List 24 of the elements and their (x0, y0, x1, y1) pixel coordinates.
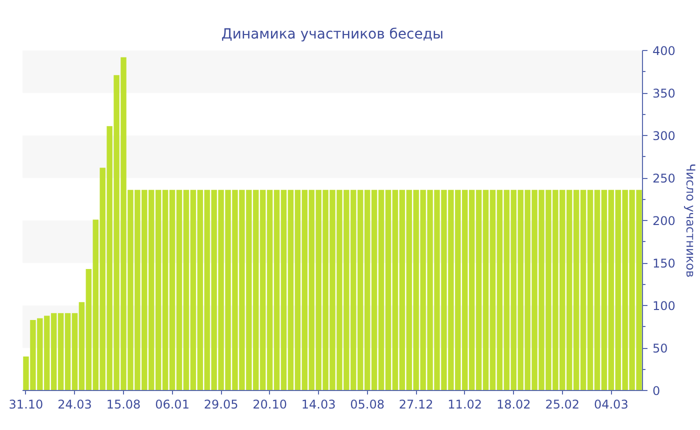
x-tick-label: 05.08 (350, 398, 385, 412)
y-axis-title: Число участников (683, 164, 698, 278)
y-tick-label: 150 (652, 256, 676, 270)
y-tick-label: 50 (652, 342, 668, 356)
x-tick-label: 14.03 (301, 398, 336, 412)
x-tick-label: 29.05 (204, 398, 238, 412)
x-tick-label: 04.03 (594, 398, 628, 412)
y-tick-label: 400 (652, 44, 676, 58)
x-tick-label: 25.02 (545, 398, 580, 412)
x-tick-label: 27.12 (398, 398, 434, 412)
x-tick-label: 20.10 (252, 398, 287, 412)
x-tick-label: 18.02 (496, 398, 531, 412)
y-tick-label: 250 (652, 172, 676, 186)
y-tick-label: 350 (652, 86, 676, 100)
x-tick-label: 15.08 (106, 398, 141, 412)
chart-title: Динамика участников беседы (221, 26, 444, 42)
x-tick-label: 31.10 (8, 398, 44, 412)
y-tick-label: 100 (652, 299, 676, 313)
y-tick-label: 0 (652, 384, 660, 398)
x-tick-label: 11.02 (448, 398, 482, 412)
y-tick-label: 300 (652, 129, 676, 143)
x-tick-label: 24.03 (58, 398, 92, 412)
x-tick-label: 06.01 (155, 398, 190, 412)
y-tick-label: 200 (652, 214, 676, 228)
